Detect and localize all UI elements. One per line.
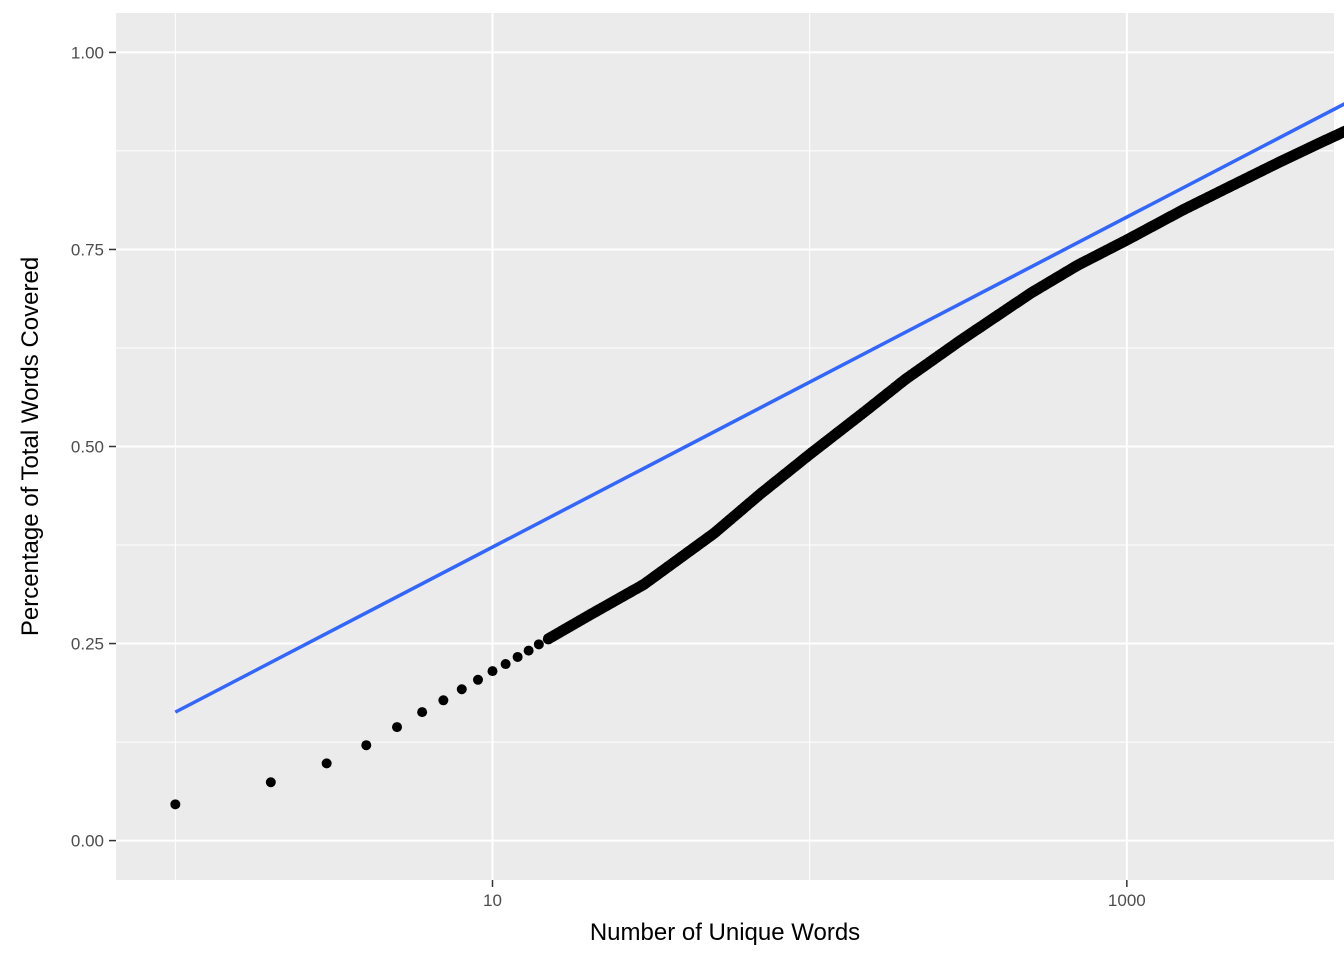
data-point [533, 639, 544, 650]
y-axis-title: Percentage of Total Words Covered [17, 257, 44, 636]
y-tick-label: 0.00 [71, 832, 104, 851]
x-axis: 10 1000 [483, 880, 1146, 910]
data-point [321, 758, 332, 769]
data-point [392, 722, 403, 733]
data-point [438, 695, 449, 706]
data-point [456, 684, 467, 695]
major-gridlines [116, 13, 1334, 880]
data-point [417, 707, 428, 718]
y-tick-label: 1.00 [71, 43, 104, 62]
y-tick-label: 0.25 [71, 635, 104, 654]
y-tick-label: 0.50 [71, 438, 104, 457]
y-axis: 0.00 0.25 0.50 0.75 1.00 [71, 43, 116, 851]
x-axis-title: Number of Unique Words [590, 919, 860, 946]
fit-line [174, 102, 1344, 714]
data-point [523, 645, 534, 656]
data-point [361, 740, 372, 751]
y-tick-label: 0.75 [71, 240, 104, 259]
data-point [265, 777, 276, 788]
data-point [500, 659, 511, 670]
coverage-points [170, 125, 1344, 810]
data-point [512, 651, 523, 662]
data-point [170, 799, 181, 810]
data-point [472, 674, 483, 685]
x-tick-label: 10 [483, 891, 502, 910]
data-point [487, 666, 498, 677]
x-tick-label: 1000 [1108, 891, 1146, 910]
